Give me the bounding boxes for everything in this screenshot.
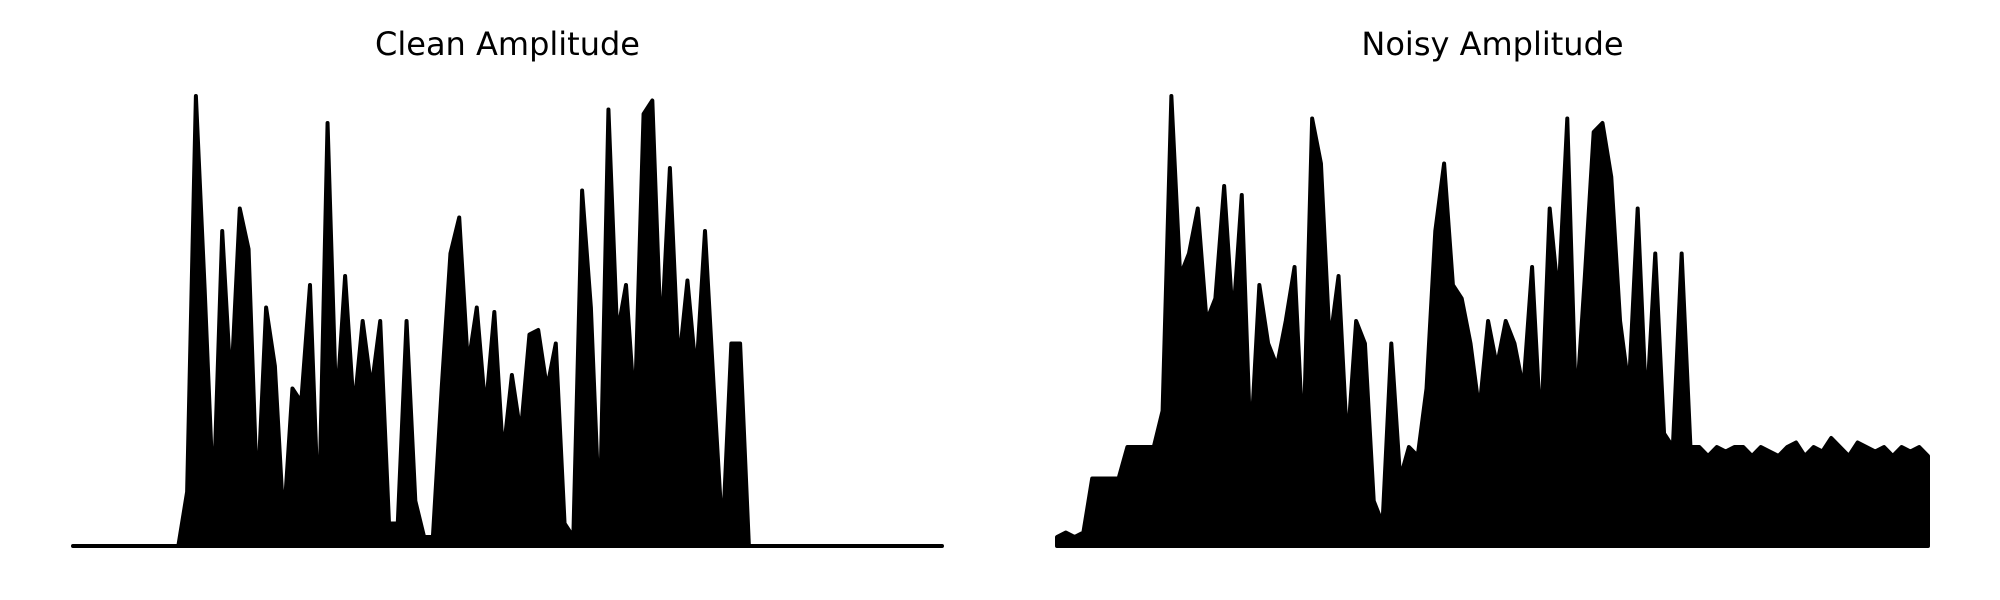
- chart-title: Noisy Amplitude: [1361, 25, 1623, 63]
- chart-title: Clean Amplitude: [375, 25, 640, 63]
- amplitude-area: [1055, 94, 1930, 548]
- amplitude-area: [71, 94, 944, 548]
